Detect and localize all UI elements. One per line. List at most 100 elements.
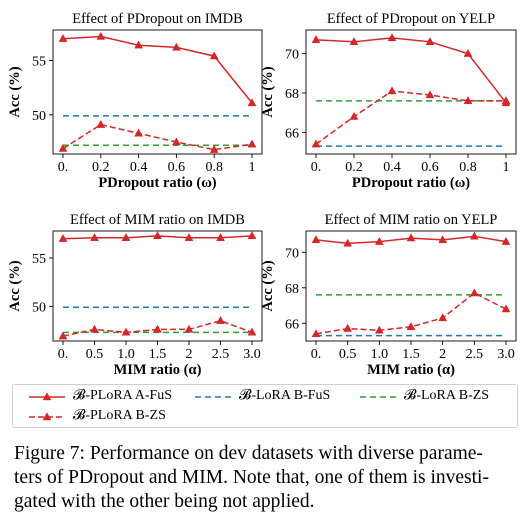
x-tick-label: 0.: [58, 347, 69, 362]
legend-label-fus-lora: 𝓑-LoRA B-FuS: [239, 388, 331, 403]
series-line-zs-plora: [315, 90, 506, 145]
y-axis-label: Acc (%): [7, 66, 23, 117]
x-tick-label: 1: [249, 160, 256, 175]
x-tick-label: 3.0: [243, 347, 261, 362]
x-tick-label: 1.5: [149, 347, 167, 362]
x-tick-label: 0.5: [86, 347, 104, 362]
data-point-fus-plora: [343, 238, 353, 247]
legend-swatch-fus-lora: [195, 396, 231, 398]
chart-panel-4: Effect of MIM ratio on YELP Acc (%) MIM ra…: [260, 212, 517, 378]
data-point-fus-plora: [469, 231, 479, 240]
y-axis-label: Acc (%): [260, 66, 276, 117]
data-point-zs-plora: [463, 96, 473, 105]
data-point-zs-plora: [90, 324, 99, 333]
x-tick-label: 0.: [311, 160, 322, 175]
data-point-zs-plora: [406, 322, 416, 330]
series-line-zs-plora: [62, 123, 253, 151]
data-point-zs-plora: [349, 111, 359, 120]
data-point-fus-plora: [171, 42, 181, 51]
data-point-zs-plora: [501, 304, 511, 313]
data-point-fus-plora: [216, 233, 225, 241]
data-point-zs-plora: [58, 143, 68, 152]
data-point-fus-plora: [247, 98, 257, 107]
plot-frame: [52, 230, 263, 342]
data-point-zs-plora: [469, 288, 479, 297]
data-point-zs-plora: [96, 119, 106, 128]
data-point-zs-plora: [247, 327, 257, 336]
data-point-fus-plora: [501, 98, 511, 107]
y-tick-label: 66: [285, 126, 299, 141]
x-tick-label: 0.2: [92, 160, 110, 175]
x-tick-label: 0.4: [130, 160, 148, 175]
x-tick-label: 0.4: [383, 160, 401, 175]
x-tick-label: 3.0: [497, 347, 515, 362]
legend-label-fus-plora: 𝓑-PLoRA A-FuS: [73, 388, 173, 403]
data-point-zs-plora: [374, 325, 384, 334]
data-point-fus-plora: [134, 40, 144, 49]
data-point-fus-plora: [311, 35, 321, 44]
legend-label-zs-lora: 𝓑-LoRA B-ZS: [404, 388, 490, 403]
legend-swatch-marker: [42, 392, 52, 401]
x-tick-label: 1.0: [117, 347, 135, 362]
plot-frame: [52, 29, 263, 155]
data-point-fus-plora: [387, 33, 397, 42]
figure-caption: Figure 7: Performance on dev datasets wi…: [14, 442, 522, 514]
data-point-zs-plora: [247, 139, 257, 148]
x-tick-label: 0.6: [168, 160, 186, 175]
data-point-zs-plora: [209, 144, 219, 153]
x-tick-label: 2: [439, 347, 446, 362]
figure-canvas: Effect of PDropout on IMDB Acc (%) PDropou…: [7, 11, 517, 378]
x-axis-label: MIM ratio (α): [367, 362, 455, 378]
data-point-zs-plora: [311, 329, 321, 338]
chart-panel-2: Effect of PDropout on YELP Acc (%) PDropou…: [260, 11, 517, 191]
data-point-fus-plora: [121, 233, 131, 241]
chart-title: Effect of PDropout on IMDB: [72, 11, 243, 27]
x-axis-label: PDropout ratio (ω): [352, 175, 470, 191]
data-point-fus-plora: [425, 37, 435, 45]
x-axis-label: MIM ratio (α): [114, 362, 202, 378]
x-tick-label: 0.8: [459, 160, 477, 175]
legend-swatch-zs-lora: [360, 396, 396, 398]
x-tick-label: 0.: [311, 347, 322, 362]
x-tick-label: 2: [186, 347, 193, 362]
y-tick-label: 70: [285, 48, 299, 63]
data-point-zs-plora: [58, 331, 68, 340]
data-point-fus-plora: [463, 48, 473, 57]
data-point-zs-plora: [216, 316, 225, 324]
data-point-fus-plora: [58, 234, 68, 242]
data-point-fus-plora: [96, 31, 106, 40]
data-point-zs-plora: [121, 327, 131, 336]
x-tick-label: 2.5: [466, 347, 484, 362]
data-point-fus-plora: [406, 233, 416, 242]
x-tick-label: 0.8: [205, 160, 223, 175]
y-tick-label: 55: [32, 54, 46, 69]
legend-swatch-zs-plora: [29, 412, 65, 421]
chart-title: Effect of PDropout on YELP: [327, 11, 495, 27]
data-point-zs-plora: [425, 90, 435, 99]
data-point-fus-plora: [209, 51, 219, 60]
chart-panel-1: Effect of PDropout on IMDB Acc (%) PDropou…: [7, 11, 263, 191]
data-point-fus-plora: [501, 236, 511, 245]
chart-title: Effect of MIM ratio on YELP: [325, 212, 498, 228]
y-tick-label: 68: [285, 282, 299, 297]
x-tick-label: 0.5: [339, 347, 357, 362]
caption-line-2: ters of PDropout and MIM. Note that, one…: [14, 467, 489, 488]
data-point-fus-plora: [349, 37, 359, 45]
data-point-fus-plora: [153, 231, 162, 240]
data-point-fus-plora: [374, 236, 384, 245]
y-tick-label: 55: [32, 252, 46, 267]
data-point-fus-plora: [438, 235, 448, 244]
chart-title: Effect of MIM ratio on IMDB: [70, 212, 245, 228]
y-tick-label: 68: [285, 87, 299, 102]
y-tick-label: 70: [285, 246, 299, 261]
data-point-fus-plora: [90, 233, 99, 241]
x-tick-label: 1: [503, 160, 510, 175]
data-point-zs-plora: [387, 86, 397, 95]
data-point-zs-plora: [153, 324, 162, 333]
legend-swatch-marker: [42, 412, 52, 421]
y-axis-label: Acc (%): [260, 260, 276, 311]
data-point-zs-plora: [438, 313, 448, 322]
caption-line-3: gated with the other being not applied.: [14, 491, 315, 512]
data-point-zs-plora: [343, 323, 353, 332]
data-point-zs-plora: [134, 128, 144, 137]
